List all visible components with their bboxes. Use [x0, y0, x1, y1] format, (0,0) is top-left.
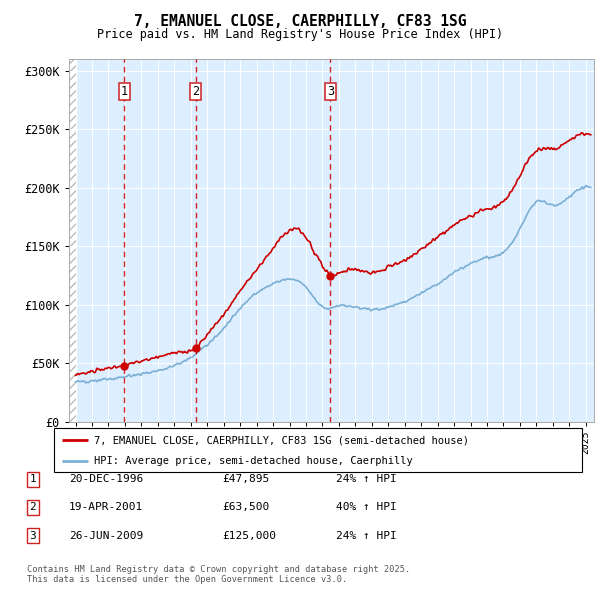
- Text: 7, EMANUEL CLOSE, CAERPHILLY, CF83 1SG (semi-detached house): 7, EMANUEL CLOSE, CAERPHILLY, CF83 1SG (…: [94, 435, 469, 445]
- Text: 20-DEC-1996: 20-DEC-1996: [69, 474, 143, 484]
- Text: 40% ↑ HPI: 40% ↑ HPI: [336, 503, 397, 512]
- FancyBboxPatch shape: [54, 428, 582, 472]
- Text: 7, EMANUEL CLOSE, CAERPHILLY, CF83 1SG: 7, EMANUEL CLOSE, CAERPHILLY, CF83 1SG: [134, 14, 466, 30]
- Text: 3: 3: [327, 86, 334, 99]
- Text: Contains HM Land Registry data © Crown copyright and database right 2025.: Contains HM Land Registry data © Crown c…: [27, 565, 410, 574]
- Text: 1: 1: [29, 474, 37, 484]
- Text: 2: 2: [29, 503, 37, 512]
- Text: £125,000: £125,000: [222, 531, 276, 540]
- Text: £47,895: £47,895: [222, 474, 269, 484]
- Text: 26-JUN-2009: 26-JUN-2009: [69, 531, 143, 540]
- Text: 1: 1: [121, 86, 128, 99]
- Bar: [69, 59, 76, 422]
- Text: Price paid vs. HM Land Registry's House Price Index (HPI): Price paid vs. HM Land Registry's House …: [97, 28, 503, 41]
- Text: HPI: Average price, semi-detached house, Caerphilly: HPI: Average price, semi-detached house,…: [94, 456, 412, 466]
- Text: 24% ↑ HPI: 24% ↑ HPI: [336, 474, 397, 484]
- Text: 24% ↑ HPI: 24% ↑ HPI: [336, 531, 397, 540]
- Text: 2: 2: [192, 86, 199, 99]
- Text: 3: 3: [29, 531, 37, 540]
- Text: This data is licensed under the Open Government Licence v3.0.: This data is licensed under the Open Gov…: [27, 575, 347, 584]
- Text: £63,500: £63,500: [222, 503, 269, 512]
- Text: 19-APR-2001: 19-APR-2001: [69, 503, 143, 512]
- Bar: [69, 59, 76, 422]
